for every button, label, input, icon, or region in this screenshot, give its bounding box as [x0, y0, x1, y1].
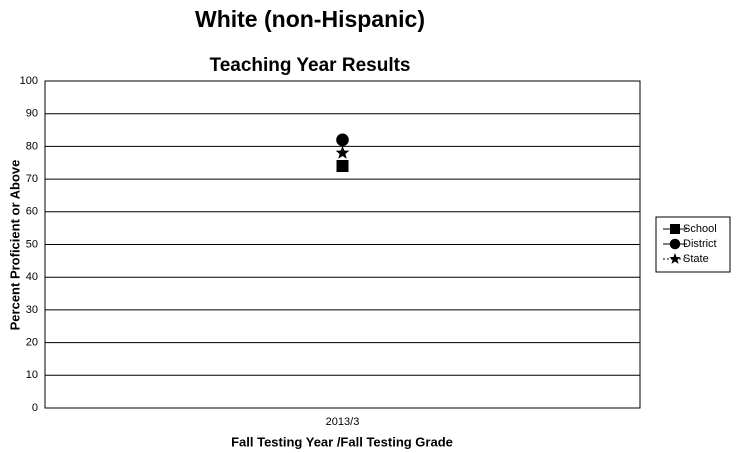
plot-area	[44, 80, 641, 409]
y-axis-title: Percent Proficient or Above	[7, 160, 22, 331]
chart-subtitle: Teaching Year Results	[210, 55, 411, 76]
marker-circle	[336, 133, 349, 147]
legend-marker	[669, 238, 681, 250]
y-tick-label: 20	[26, 337, 38, 349]
legend-marker	[669, 253, 681, 264]
chart-title: White (non-Hispanic)	[195, 6, 425, 32]
y-tick-label: 30	[26, 304, 38, 316]
y-tick-label: 100	[20, 75, 38, 87]
legend-label: School	[683, 223, 717, 235]
y-tick-label: 60	[26, 206, 38, 218]
marker-star	[335, 145, 350, 159]
y-tick-label: 90	[26, 108, 38, 120]
marker-square	[336, 160, 349, 173]
y-tick-label: 10	[26, 369, 38, 381]
legend-label: District	[683, 238, 717, 250]
legend-label: State	[683, 253, 709, 265]
legend-marker	[670, 224, 680, 234]
y-tick-label: 50	[26, 238, 38, 250]
y-tick-label: 80	[26, 140, 38, 152]
y-tick-label: 40	[26, 271, 38, 283]
x-axis-title: Fall Testing Year /Fall Testing Grade	[231, 434, 453, 449]
y-tick-label: 0	[32, 402, 38, 414]
x-tick-label: 2013/3	[326, 416, 360, 428]
y-tick-label: 70	[26, 173, 38, 185]
